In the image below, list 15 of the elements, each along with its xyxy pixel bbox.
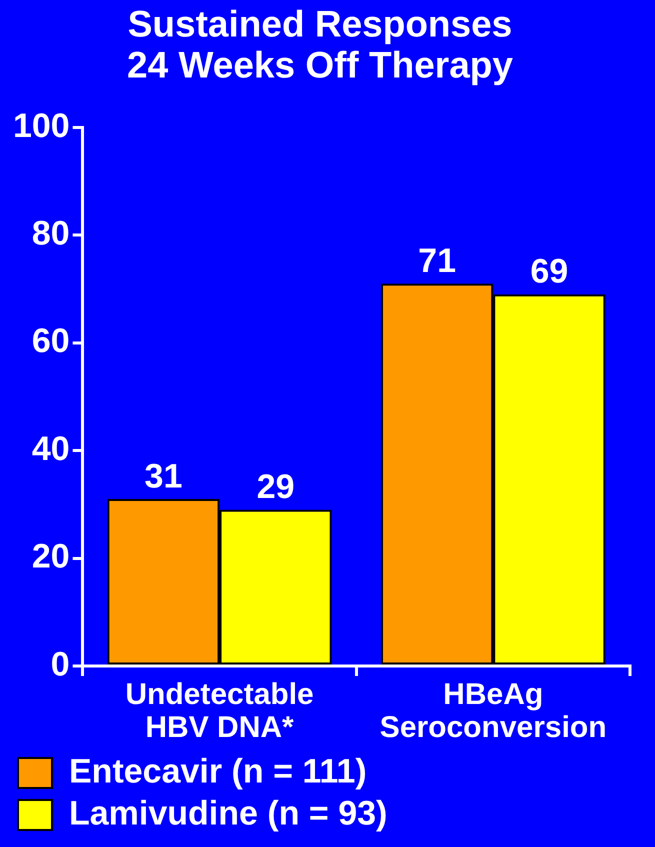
y-tick-label: 80 <box>32 214 70 252</box>
legend-label: Entecavir (n = 111) <box>69 752 367 790</box>
data-label: 29 <box>256 468 295 506</box>
x-tick-label: Undetectable HBV DNA* <box>125 678 314 744</box>
y-tick-label: 0 <box>50 645 70 684</box>
y-tick-label: 40 <box>32 430 70 468</box>
y-tick-label: 20 <box>32 538 70 576</box>
chart-title: Sustained Responses 24 Weeks Off Therapy <box>127 4 514 86</box>
data-label: 69 <box>530 252 568 291</box>
data-label: 31 <box>144 457 182 496</box>
data-label: 71 <box>418 242 456 280</box>
x-tick-label: HBeAg Seroconversion <box>380 678 607 744</box>
y-tick-label: 60 <box>32 322 70 360</box>
legend-label: Lamivudine (n = 93) <box>69 794 388 832</box>
y-tick-label: 100 <box>12 106 70 145</box>
